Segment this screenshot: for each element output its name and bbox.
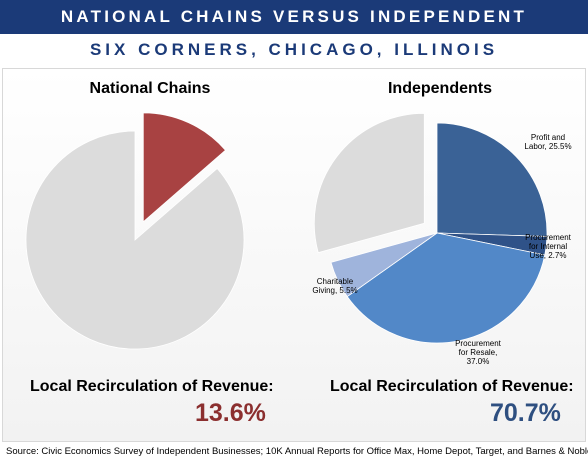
independents-slice-3 xyxy=(330,232,438,298)
national-chains-slice-0 xyxy=(142,112,227,223)
source-note: Source: Civic Economics Survey of Indepe… xyxy=(6,446,588,457)
national-chains-title: National Chains xyxy=(89,80,211,97)
independents-title: Independents xyxy=(387,80,492,97)
independents-recirculation-value: 70.7% xyxy=(490,399,561,427)
independents-slice-label-1: Procurement for Internal Use, 2.7% xyxy=(525,233,572,260)
independents-slice-label-0: Profit and Labor, 25.5% xyxy=(524,133,571,151)
independents-slice-label-3: Charitable Giving, 5.5% xyxy=(312,277,357,295)
national-chains-slice-1 xyxy=(25,130,245,350)
chart-subtitle: SIX CORNERS, CHICAGO, ILLINOIS xyxy=(89,40,499,59)
independents-slice-label-2: Procurement for Resale, 37.0% xyxy=(455,339,502,366)
independents-slice-2 xyxy=(346,232,546,344)
national-chains-recirculation-label: Local Recirculation of Revenue: xyxy=(30,378,274,395)
independents-pie xyxy=(313,112,548,344)
independents-recirculation-label: Local Recirculation of Revenue: xyxy=(330,378,574,395)
independents-slice-4 xyxy=(313,112,425,254)
independents-slice-0 xyxy=(436,122,548,237)
national-chains-pie xyxy=(25,112,245,350)
national-chains-recirculation-value: 13.6% xyxy=(195,399,266,427)
independents-slice-labels: Profit and Labor, 25.5% Procurement for Int… xyxy=(312,133,571,366)
chart-title-bar: NATIONAL CHAINS VERSUS INDEPENDENT RETAI… xyxy=(0,0,588,60)
